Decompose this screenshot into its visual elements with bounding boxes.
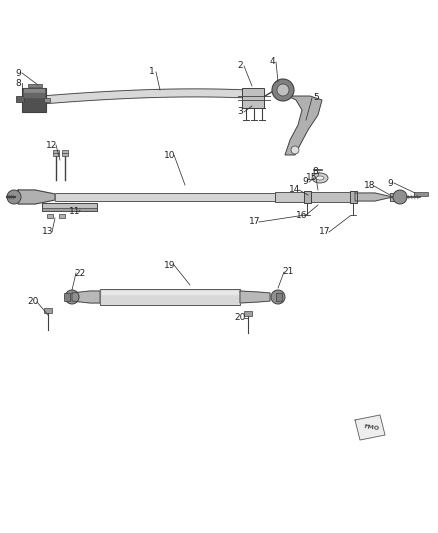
Bar: [42, 203, 97, 211]
Text: 4: 4: [269, 58, 275, 67]
Text: 14: 14: [290, 185, 301, 195]
Text: 15: 15: [306, 174, 318, 182]
Bar: [304, 191, 311, 203]
Bar: [16, 96, 24, 102]
Bar: [64, 293, 70, 301]
Ellipse shape: [65, 290, 79, 304]
Text: 22: 22: [74, 269, 85, 278]
Polygon shape: [18, 190, 55, 204]
Text: 21: 21: [283, 268, 294, 277]
Text: 11: 11: [69, 207, 81, 216]
Text: 1: 1: [149, 68, 155, 77]
Text: 17: 17: [249, 217, 261, 227]
Polygon shape: [72, 291, 100, 303]
Ellipse shape: [7, 190, 21, 204]
Text: 10: 10: [164, 150, 176, 159]
Text: 13: 13: [42, 228, 54, 237]
Text: 12: 12: [46, 141, 58, 149]
Text: 9: 9: [302, 177, 308, 187]
Polygon shape: [355, 415, 385, 440]
Text: 19: 19: [164, 261, 176, 270]
Bar: [28, 84, 42, 87]
Bar: [276, 293, 282, 301]
Text: 18: 18: [364, 182, 376, 190]
Bar: [53, 150, 59, 156]
Text: 2: 2: [237, 61, 243, 70]
Ellipse shape: [277, 84, 289, 96]
Bar: [62, 150, 68, 156]
Text: 9: 9: [15, 69, 21, 77]
Bar: [47, 214, 53, 218]
Ellipse shape: [272, 79, 294, 101]
Bar: [22, 88, 46, 112]
Text: 20: 20: [234, 313, 246, 322]
Ellipse shape: [291, 146, 299, 154]
Text: 5: 5: [313, 93, 319, 102]
Bar: [44, 308, 52, 313]
Bar: [244, 311, 252, 316]
Bar: [42, 208, 97, 211]
Polygon shape: [285, 96, 322, 155]
Ellipse shape: [393, 190, 407, 204]
Text: 8: 8: [312, 167, 318, 176]
Bar: [390, 193, 404, 201]
Polygon shape: [305, 192, 355, 202]
Bar: [242, 88, 264, 108]
Polygon shape: [100, 289, 240, 305]
Text: 3: 3: [237, 108, 243, 117]
Polygon shape: [55, 193, 275, 201]
Bar: [414, 192, 428, 196]
Polygon shape: [240, 291, 270, 303]
Text: 8: 8: [15, 78, 21, 87]
Polygon shape: [42, 89, 248, 104]
Bar: [44, 98, 50, 102]
Text: 9: 9: [387, 179, 393, 188]
Text: 16: 16: [296, 211, 308, 220]
Polygon shape: [275, 192, 305, 202]
Bar: [350, 191, 357, 203]
Bar: [59, 214, 65, 218]
Text: 17: 17: [319, 228, 331, 237]
Text: FMO: FMO: [363, 424, 379, 431]
Ellipse shape: [312, 173, 328, 183]
Ellipse shape: [271, 290, 285, 304]
Polygon shape: [355, 193, 395, 201]
Ellipse shape: [316, 176, 324, 180]
Text: 20: 20: [27, 297, 39, 306]
